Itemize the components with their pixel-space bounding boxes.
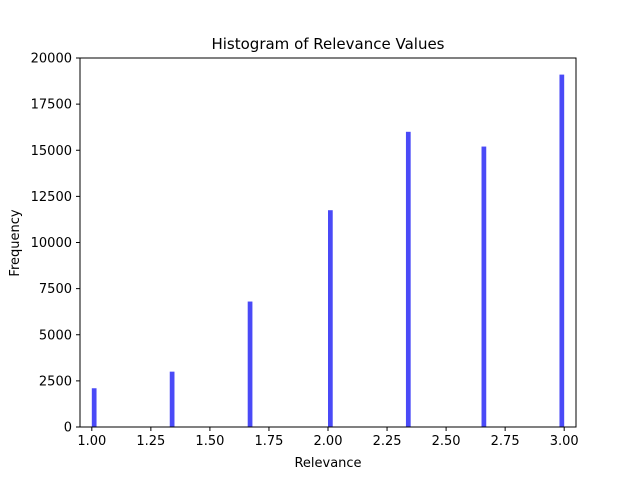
x-tick-label: 3.00	[550, 434, 579, 449]
y-tick-label: 15000	[31, 144, 72, 159]
y-tick-label: 20000	[31, 52, 72, 67]
y-tick-label: 10000	[31, 236, 72, 251]
x-axis-title: Relevance	[294, 456, 361, 471]
chart-title: Histogram of Relevance Values	[211, 35, 444, 53]
x-tick-label: 2.75	[491, 434, 520, 449]
x-tick-label: 1.00	[77, 434, 106, 449]
histogram-bar	[481, 146, 487, 427]
histogram-bar	[247, 301, 253, 427]
x-tick-label: 2.50	[432, 434, 461, 449]
histogram-bar	[91, 388, 97, 427]
y-tick-label: 2500	[39, 374, 72, 389]
y-tick-label: 7500	[39, 282, 72, 297]
y-tick-label: 0	[64, 421, 72, 436]
histogram-bar	[559, 74, 565, 427]
histogram-bar	[328, 210, 333, 427]
bars-group	[91, 74, 565, 428]
y-tick-label: 17500	[31, 98, 72, 113]
x-tick-label: 1.25	[136, 434, 165, 449]
y-tick-label: 12500	[31, 190, 72, 205]
x-tick-label: 2.00	[314, 434, 343, 449]
y-axis-ticks: 0 2500 5000 7500 10000 12500 15000 17500 20000	[31, 52, 80, 436]
x-tick-label: 1.75	[254, 434, 283, 449]
y-tick-label: 5000	[39, 328, 72, 343]
x-tick-label: 2.25	[373, 434, 402, 449]
x-tick-label: 1.50	[195, 434, 224, 449]
histogram-bar	[169, 371, 175, 427]
y-axis-title: Frequency	[8, 209, 23, 276]
x-axis-ticks: 1.00 1.25 1.50 1.75 2.00 2.25 2.50 2.75 3.00	[77, 427, 579, 449]
histogram-bar	[405, 131, 411, 428]
